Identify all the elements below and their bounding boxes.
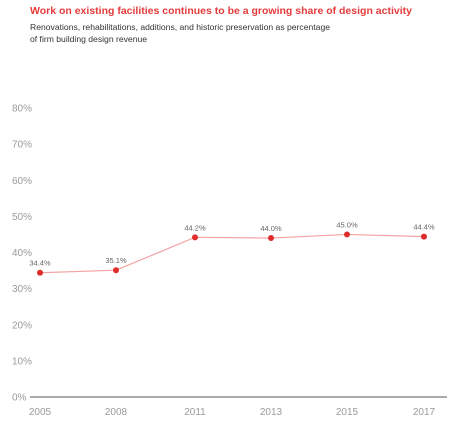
data-point [344, 231, 350, 238]
data-point [421, 233, 427, 240]
data-point [37, 269, 43, 276]
y-tick-label: 80% [12, 104, 32, 115]
y-tick-label: 0% [12, 393, 27, 404]
data-label: 34.4% [29, 259, 51, 268]
x-tick-label: 2011 [184, 407, 206, 418]
data-label: 44.0% [260, 224, 282, 233]
x-tick-label: 2015 [336, 407, 359, 418]
x-tick-label: 2005 [29, 407, 52, 418]
y-tick-label: 10% [12, 356, 32, 367]
data-label: 45.0% [336, 220, 358, 229]
y-tick-label: 60% [12, 176, 32, 187]
series-line [39, 233, 425, 274]
x-tick-label: 2017 [413, 407, 436, 418]
data-point [192, 234, 198, 241]
y-tick-label: 20% [12, 320, 32, 331]
y-tick-label: 70% [12, 140, 32, 151]
y-tick-label: 40% [12, 248, 32, 259]
data-point [268, 235, 274, 242]
data-label: 44.2% [184, 223, 206, 232]
chart-title: Work on existing facilities continues to… [30, 5, 412, 17]
x-tick-label: 2008 [105, 407, 128, 418]
data-label: 35.1% [105, 256, 127, 265]
y-tick-label: 30% [12, 284, 32, 295]
chart-subtitle: Renovations, rehabilitations, additions,… [30, 22, 331, 44]
y-tick-label: 50% [12, 212, 32, 223]
x-tick-label: 2013 [260, 407, 283, 418]
data-label: 44.4% [413, 223, 435, 232]
data-point [113, 267, 119, 274]
